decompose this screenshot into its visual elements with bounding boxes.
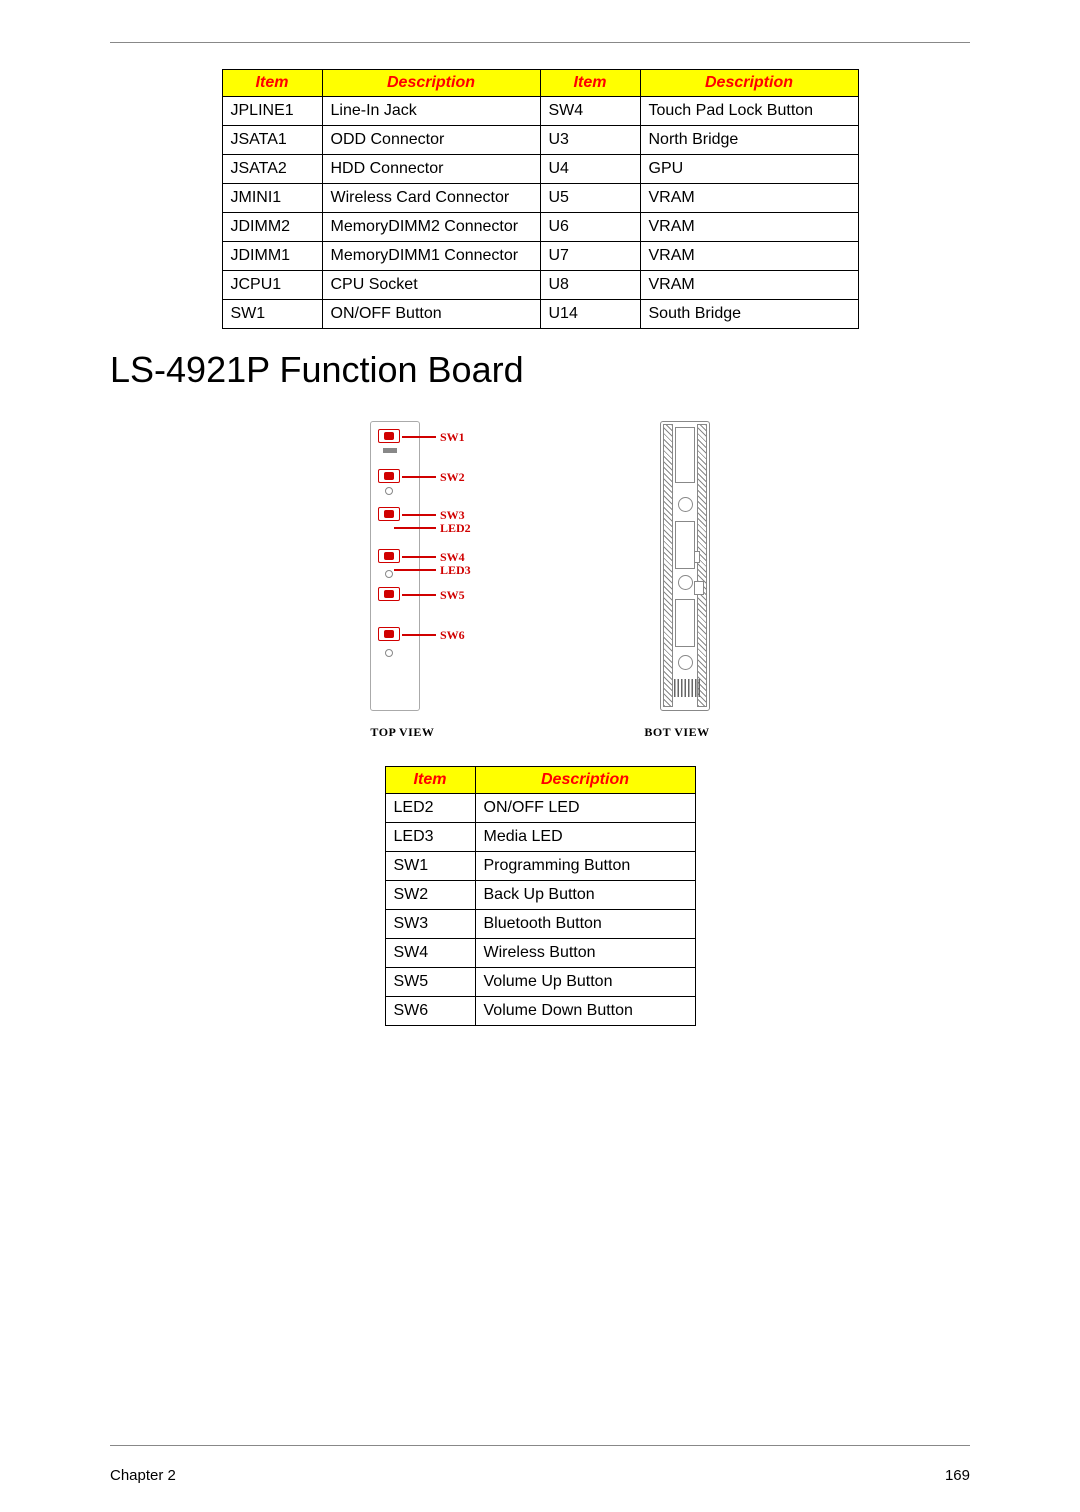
cell-item: JDIMM1 [222,242,322,271]
cell-desc: ON/OFF Button [322,300,540,329]
table-row: SW1ON/OFF ButtonU14South Bridge [222,300,858,329]
cell-desc: HDD Connector [322,155,540,184]
function-table: Item Description LED2ON/OFF LEDLED3Media… [385,766,696,1026]
cell-desc: MemoryDIMM2 Connector [322,213,540,242]
cell-item: JSATA2 [222,155,322,184]
cell-item: JCPU1 [222,271,322,300]
diagram-area: SW1SW2SW3LED2SW4LED3SW5SW6 [110,421,970,721]
table-row: JSATA1ODD ConnectorU3North Bridge [222,126,858,155]
switch-icon [378,429,400,443]
cell-desc: VRAM [640,184,858,213]
th-item: Item [540,70,640,97]
table-row: SW6Volume Down Button [385,997,695,1026]
cell-item: JDIMM2 [222,213,322,242]
table-row: SW5Volume Up Button [385,968,695,997]
cell-desc: Line-In Jack [322,97,540,126]
cell-desc: Bluetooth Button [475,910,695,939]
table-row: JDIMM2MemoryDIMM2 ConnectorU6VRAM [222,213,858,242]
cell-item: U6 [540,213,640,242]
cell-item: U3 [540,126,640,155]
table-row: LED2ON/OFF LED [385,794,695,823]
top-view-label: TOP VIEW [370,725,434,740]
cell-item: U4 [540,155,640,184]
switch-label: SW1 [440,430,465,445]
table-row: SW4Wireless Button [385,939,695,968]
cell-item: JSATA1 [222,126,322,155]
cell-desc: VRAM [640,271,858,300]
cell-item: SW2 [385,881,475,910]
switch-icon [378,469,400,483]
bot-view-label: BOT VIEW [644,725,709,740]
table-row: JMINI1Wireless Card ConnectorU5VRAM [222,184,858,213]
cell-item: JPLINE1 [222,97,322,126]
cell-desc: ON/OFF LED [475,794,695,823]
cell-item: LED3 [385,823,475,852]
cell-desc: Wireless Card Connector [322,184,540,213]
footer: Chapter 2 169 [110,1467,970,1484]
cell-desc: Touch Pad Lock Button [640,97,858,126]
section-title: LS-4921P Function Board [110,349,970,391]
cell-item: SW4 [385,939,475,968]
top-rule [110,42,970,43]
cell-item: SW3 [385,910,475,939]
table-row: JDIMM1MemoryDIMM1 ConnectorU7VRAM [222,242,858,271]
th-desc: Description [640,70,858,97]
th-desc: Description [322,70,540,97]
th-desc: Description [475,767,695,794]
table-row: JCPU1CPU SocketU8VRAM [222,271,858,300]
table-row: LED3Media LED [385,823,695,852]
bottom-rule [110,1445,970,1446]
switch-icon [378,549,400,563]
cell-desc: ODD Connector [322,126,540,155]
switch-label: SW6 [440,628,465,643]
cell-desc: VRAM [640,213,858,242]
footer-chapter: Chapter 2 [110,1467,176,1484]
table-row: JPLINE1Line-In JackSW4Touch Pad Lock But… [222,97,858,126]
cell-item: SW1 [222,300,322,329]
th-item: Item [385,767,475,794]
cell-desc: VRAM [640,242,858,271]
cell-item: SW5 [385,968,475,997]
cell-desc: North Bridge [640,126,858,155]
cell-desc: GPU [640,155,858,184]
table-row: JSATA2HDD ConnectorU4GPU [222,155,858,184]
cell-item: LED2 [385,794,475,823]
cell-item: SW1 [385,852,475,881]
bot-view-diagram [660,421,710,721]
switch-label: SW5 [440,588,465,603]
footer-page: 169 [945,1467,970,1484]
led-label: LED2 [440,521,471,536]
table-row: SW2Back Up Button [385,881,695,910]
top-view-diagram: SW1SW2SW3LED2SW4LED3SW5SW6 [370,421,490,721]
table-row: SW1Programming Button [385,852,695,881]
cell-desc: South Bridge [640,300,858,329]
switch-icon [378,587,400,601]
switch-icon [378,507,400,521]
cell-desc: MemoryDIMM1 Connector [322,242,540,271]
cell-desc: Volume Down Button [475,997,695,1026]
led-label: LED3 [440,563,471,578]
cell-item: SW6 [385,997,475,1026]
cell-desc: CPU Socket [322,271,540,300]
cell-item: JMINI1 [222,184,322,213]
cell-desc: Volume Up Button [475,968,695,997]
table-row: SW3Bluetooth Button [385,910,695,939]
th-item: Item [222,70,322,97]
connector-table: Item Description Item Description JPLINE… [222,69,859,329]
cell-desc: Programming Button [475,852,695,881]
cell-item: U5 [540,184,640,213]
switch-label: SW2 [440,470,465,485]
cell-item: SW4 [540,97,640,126]
cell-item: U14 [540,300,640,329]
cell-item: U8 [540,271,640,300]
cell-desc: Wireless Button [475,939,695,968]
switch-icon [378,627,400,641]
cell-desc: Media LED [475,823,695,852]
cell-item: U7 [540,242,640,271]
cell-desc: Back Up Button [475,881,695,910]
